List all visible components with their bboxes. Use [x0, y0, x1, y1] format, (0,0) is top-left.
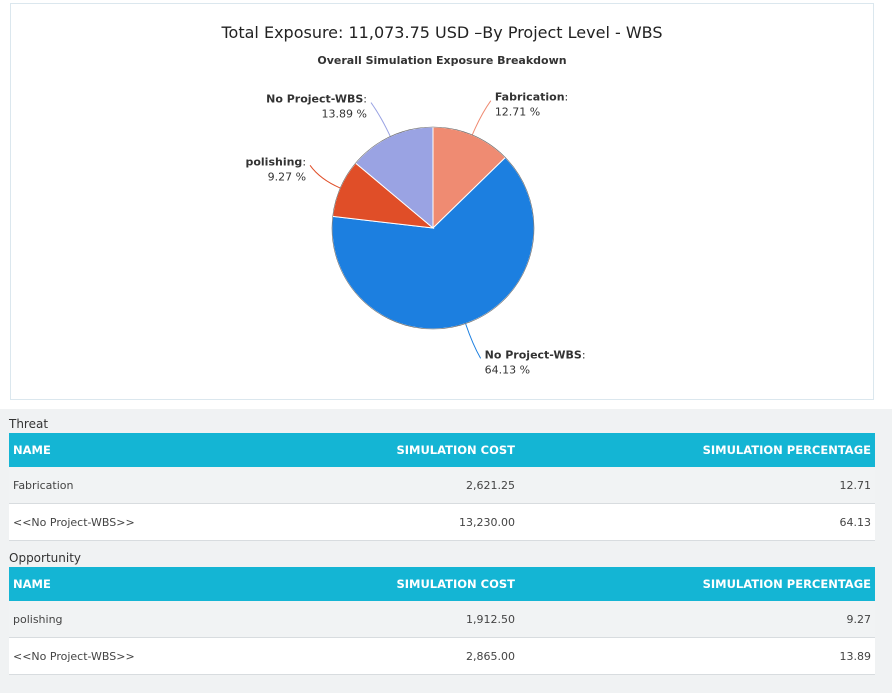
row-percentage: 64.13: [519, 503, 875, 541]
row-cost: 1,912.50: [299, 601, 519, 638]
percentage-column-header[interactable]: SIMULATION PERCENTAGE: [519, 433, 875, 467]
chart-panel: Total Exposure: 11,073.75 USD –By Projec…: [10, 3, 874, 400]
opportunity-label: Opportunity: [9, 551, 82, 565]
table-row[interactable]: <<No Project-WBS>> 2,865.00 13.89: [9, 637, 875, 675]
chart-subtitle: Overall Simulation Exposure Breakdown: [317, 54, 567, 67]
pie-label-name: Fabrication:: [495, 91, 568, 104]
name-column-header[interactable]: NAME: [9, 567, 299, 601]
threat-table: NAME SIMULATION COST SIMULATION PERCENTA…: [9, 433, 875, 541]
pie-chart: Fabrication: 12.71 % No Project-WBS: 64.13 …: [245, 91, 586, 377]
pie-connector-3: [370, 102, 391, 137]
pie-label-value: 13.89 %: [322, 108, 367, 121]
table-row[interactable]: Fabrication 2,621.25 12.71: [9, 467, 875, 504]
pie-connector-0: [471, 100, 492, 136]
threat-label: Threat: [9, 417, 49, 431]
table-row[interactable]: polishing 1,912.50 9.27: [9, 601, 875, 638]
cost-column-header[interactable]: SIMULATION COST: [299, 567, 519, 601]
table-row[interactable]: <<No Project-WBS>> 13,230.00 64.13: [9, 503, 875, 541]
pie-label-value: 64.13 %: [485, 363, 530, 376]
cost-column-header[interactable]: SIMULATION COST: [299, 433, 519, 467]
row-name: polishing: [9, 601, 299, 638]
pie-label-name: No Project-WBS:: [485, 348, 586, 361]
threat-header-row: NAME SIMULATION COST SIMULATION PERCENTA…: [9, 433, 875, 467]
row-percentage: 13.89: [519, 637, 875, 675]
row-name: <<No Project-WBS>>: [9, 503, 299, 541]
row-percentage: 9.27: [519, 601, 875, 638]
row-percentage: 12.71: [519, 467, 875, 504]
pie-label-name: No Project-WBS:: [266, 93, 367, 106]
opportunity-header-row: NAME SIMULATION COST SIMULATION PERCENTA…: [9, 567, 875, 601]
pie-label-name: polishing:: [245, 155, 306, 168]
row-cost: 2,865.00: [299, 637, 519, 675]
pie-label-value: 9.27 %: [268, 170, 306, 183]
name-column-header[interactable]: NAME: [9, 433, 299, 467]
chart-title: Total Exposure: 11,073.75 USD –By Projec…: [221, 23, 663, 42]
pie-connector-2: [309, 165, 341, 189]
opportunity-table: NAME SIMULATION COST SIMULATION PERCENTA…: [9, 567, 875, 675]
row-cost: 13,230.00: [299, 503, 519, 541]
pie-outline: [331, 126, 535, 330]
percentage-column-header[interactable]: SIMULATION PERCENTAGE: [519, 567, 875, 601]
pie-label-value: 12.71 %: [495, 106, 540, 119]
tables-area: Threat NAME SIMULATION COST SIMULATION P…: [0, 409, 892, 693]
row-name: Fabrication: [9, 467, 299, 504]
row-cost: 2,621.25: [299, 467, 519, 504]
row-name: <<No Project-WBS>>: [9, 637, 299, 675]
pie-connector-1: [465, 323, 482, 359]
